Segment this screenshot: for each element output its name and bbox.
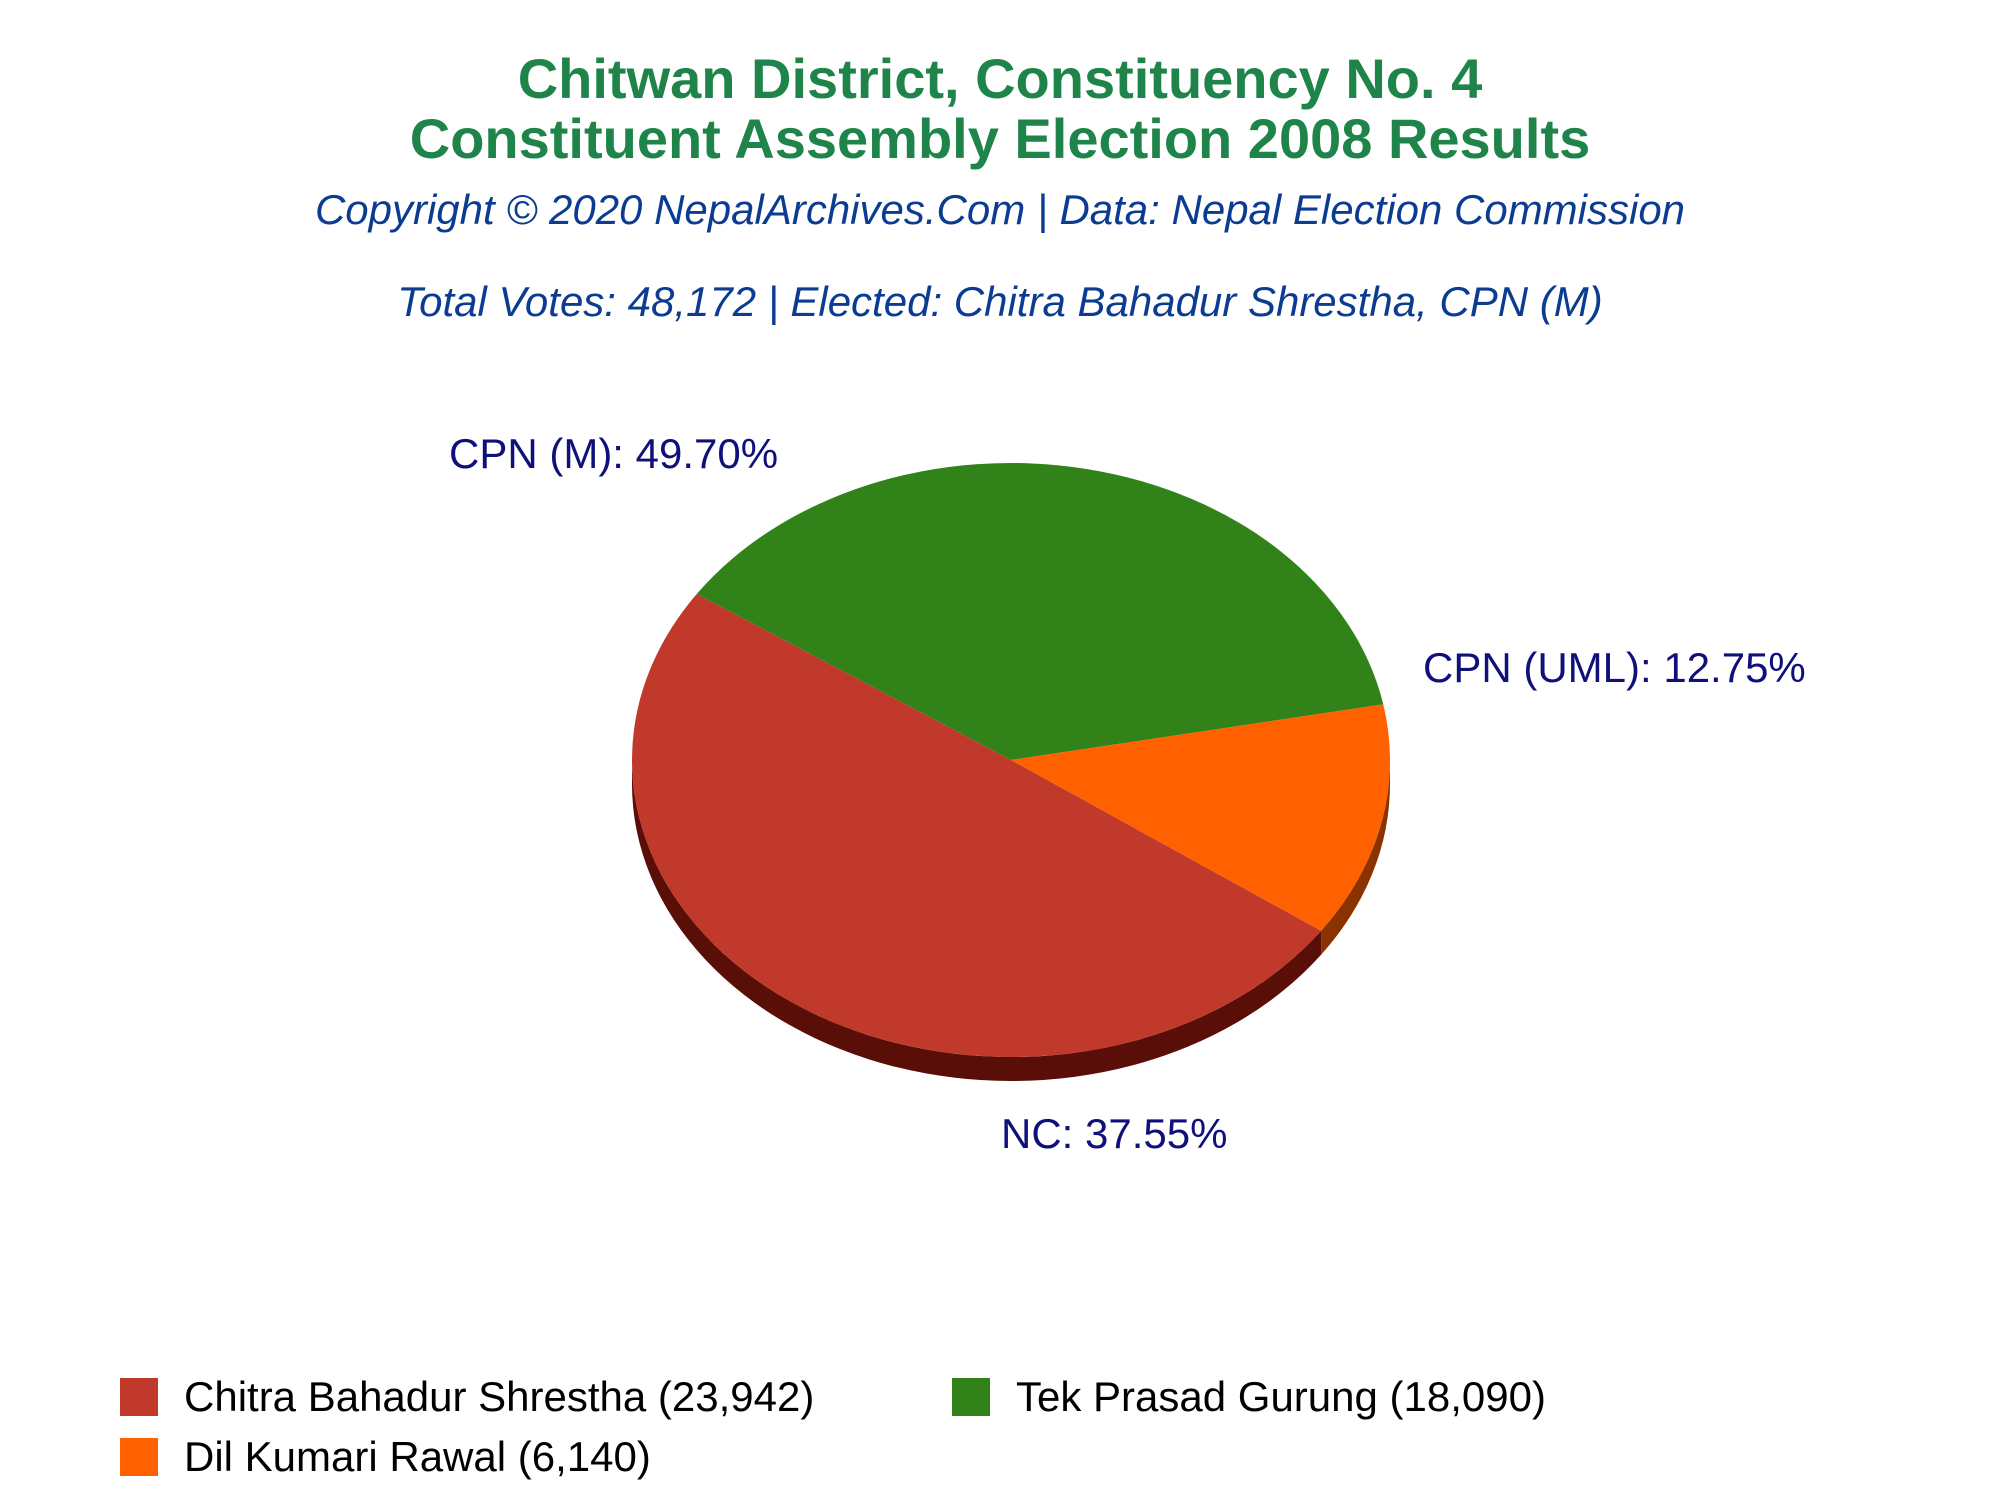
pie-side-cpn-uml (1321, 760, 1390, 955)
chart-summary: Total Votes: 48,172 | Elected: Chitra Ba… (397, 278, 1603, 325)
legend-swatch-tek (952, 1378, 990, 1416)
pie-labels: CPN (M): 49.70% NC: 37.55% CPN (UML): 12… (449, 430, 1806, 1157)
pie-sides (632, 760, 1390, 1081)
legend-item-dil: Dil Kumari Rawal (6,140) (120, 1433, 651, 1481)
legend-swatch-chitra (120, 1378, 158, 1416)
chart-title-line2: Constituent Assembly Election 2008 Resul… (409, 107, 1591, 170)
slice-label-cpn-uml: CPN (UML): 12.75% (1423, 644, 1806, 691)
pie-slice-cpn-uml (1011, 704, 1390, 931)
legend-label-tek: Tek Prasad Gurung (18,090) (1016, 1373, 1546, 1420)
pie-slice-cpn-m (631, 593, 1322, 1058)
slice-label-cpn-m: CPN (M): 49.70% (449, 430, 778, 477)
legend-item-chitra: Chitra Bahadur Shrestha (23,942) (120, 1373, 814, 1421)
legend-item-tek: Tek Prasad Gurung (18,090) (952, 1373, 1546, 1421)
chart-copyright: Copyright © 2020 NepalArchives.Com | Dat… (314, 186, 1686, 233)
chart-title-line1: Chitwan District, Constituency No. 4 (517, 47, 1483, 110)
legend-label-chitra: Chitra Bahadur Shrestha (23,942) (184, 1373, 815, 1420)
slice-label-nc: NC: 37.55% (1001, 1110, 1227, 1157)
legend-label-dil: Dil Kumari Rawal (6,140) (184, 1433, 651, 1480)
pie-top (631, 462, 1390, 1058)
legend-swatch-dil (120, 1438, 158, 1476)
pie-slice-nc (696, 462, 1384, 760)
